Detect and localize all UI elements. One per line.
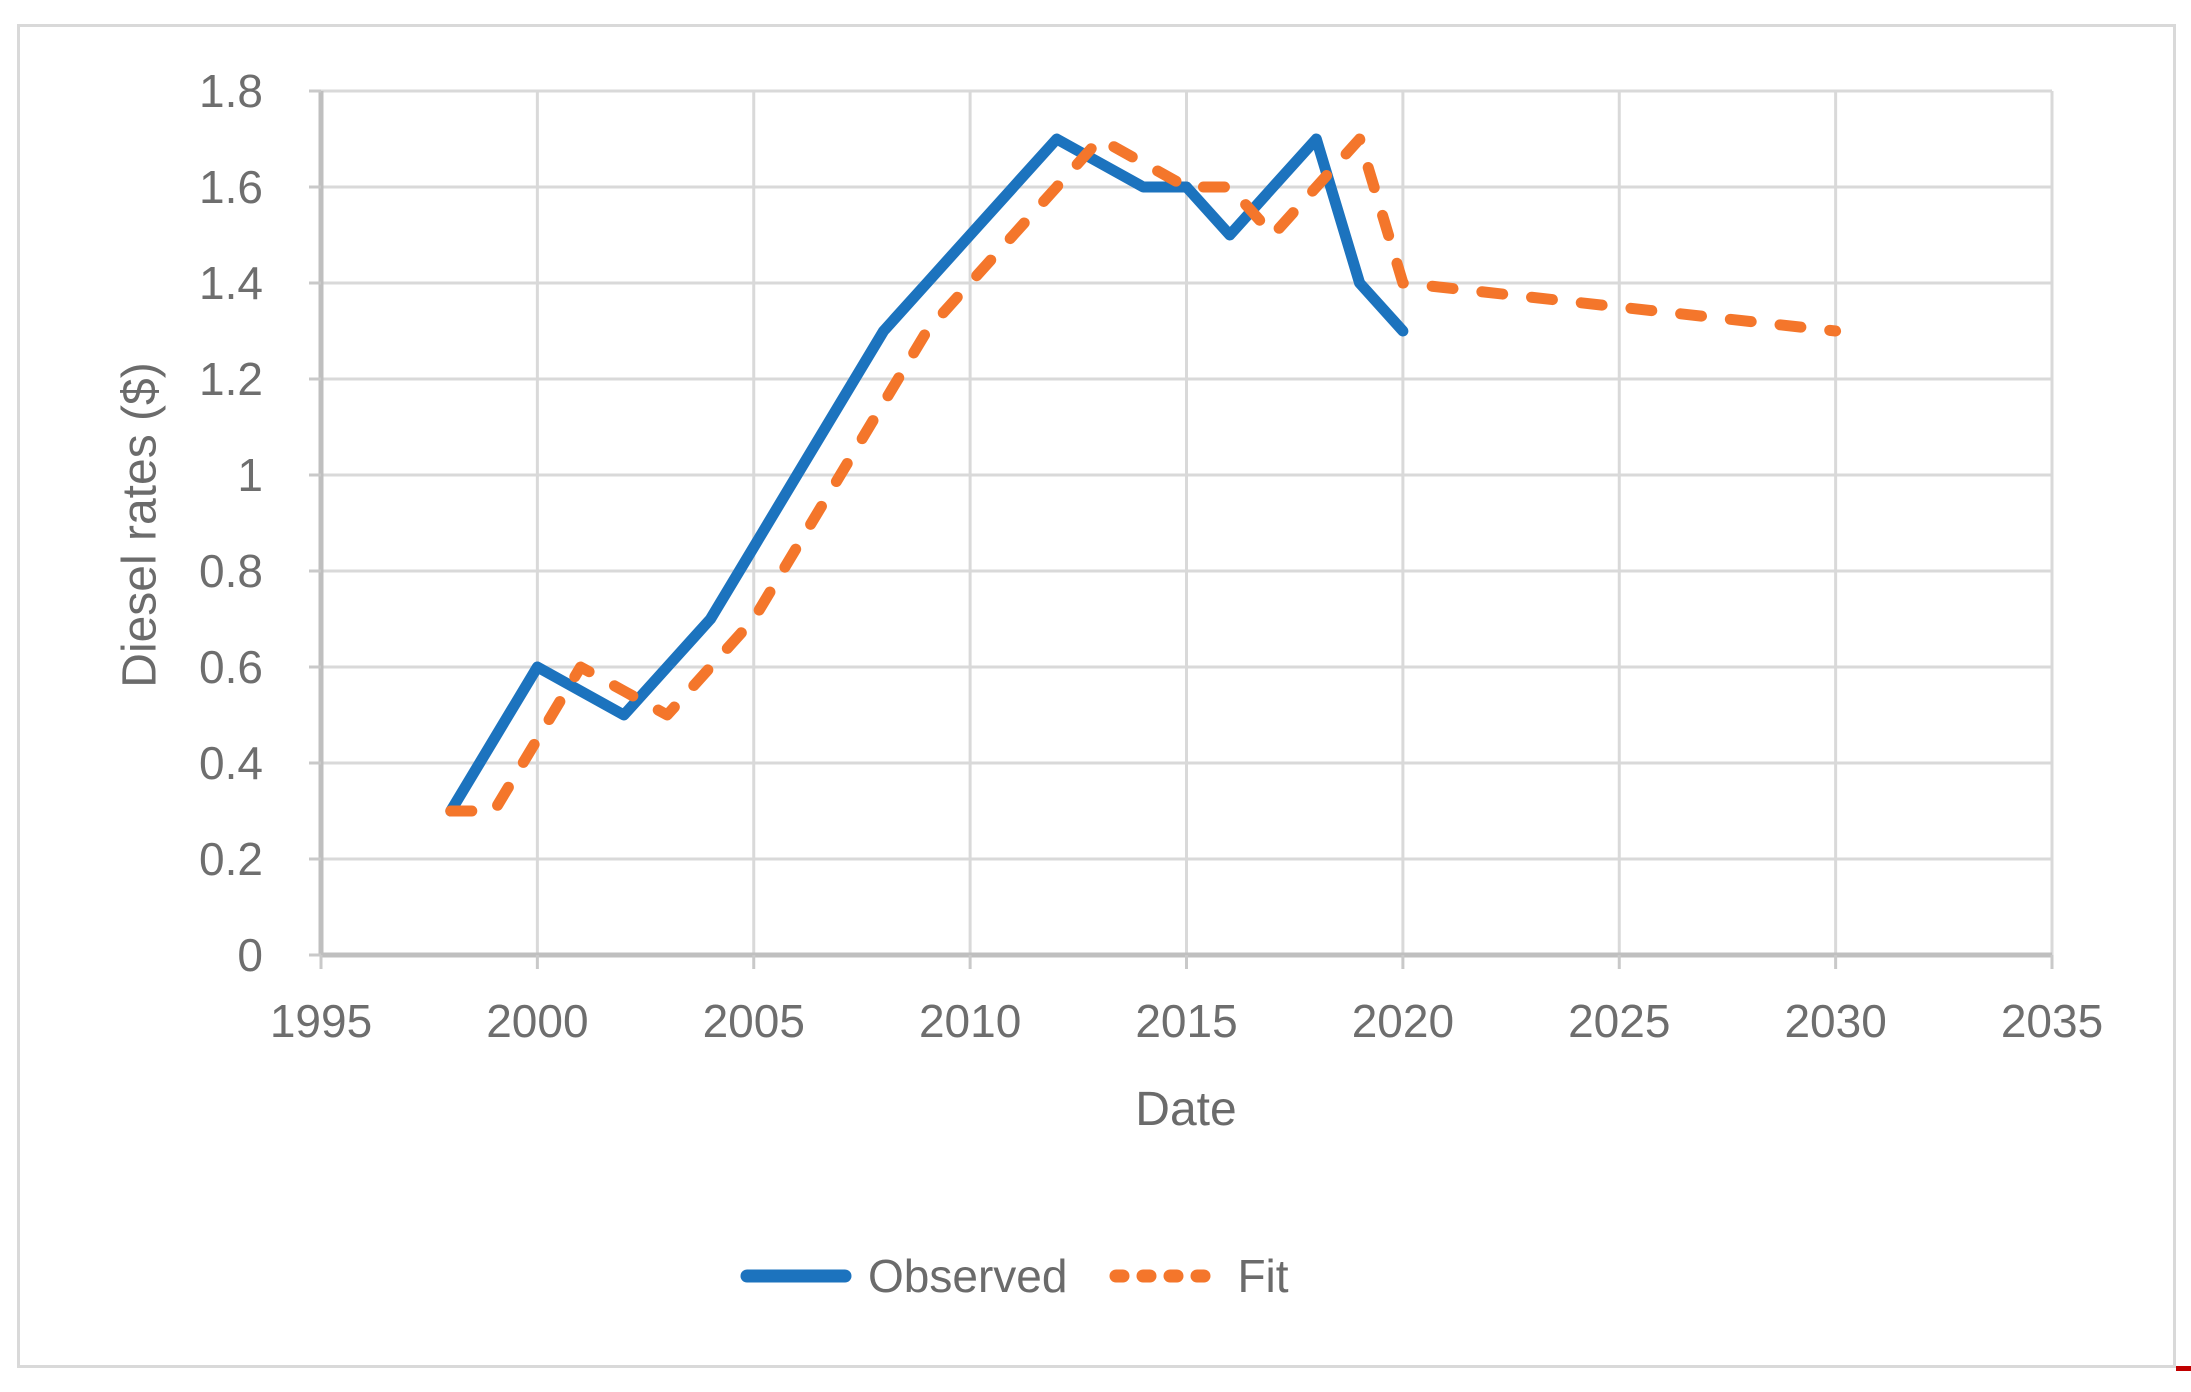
x-tick-label: 2030 xyxy=(1784,995,1887,1047)
legend-label-fit: Fit xyxy=(1237,1250,1289,1302)
legend: Observed Fit xyxy=(740,1246,1289,1306)
red-artifact-mark xyxy=(2176,1366,2191,1371)
legend-item-observed: Observed xyxy=(740,1246,1067,1306)
x-tick-label: 2020 xyxy=(1351,995,1455,1047)
legend-dashed-line-sample xyxy=(1109,1269,1221,1283)
y-tick-label: 0.2 xyxy=(199,833,263,885)
y-tick-label: 0.4 xyxy=(199,737,263,789)
y-axis-title: Diesel rates ($) xyxy=(113,362,167,688)
x-tick-label: 1995 xyxy=(269,995,373,1047)
series-observed-line xyxy=(445,133,1409,817)
legend-solid-line-sample xyxy=(740,1269,852,1283)
y-tick-label: 0.8 xyxy=(199,545,263,597)
legend-label-observed: Observed xyxy=(868,1250,1068,1302)
y-tick-label: 0 xyxy=(237,929,263,981)
y-tick-label: 0.6 xyxy=(199,641,263,693)
x-tick-label: 2015 xyxy=(1135,995,1238,1047)
y-tick-label: 1.6 xyxy=(199,161,263,213)
y-tick-label: 1.4 xyxy=(199,257,263,309)
x-tick-label: 2000 xyxy=(486,995,589,1047)
x-tick-label: 2005 xyxy=(702,995,805,1047)
series-fit-line xyxy=(445,133,1842,817)
y-tick-label: 1.8 xyxy=(199,65,263,117)
x-tick-label: 2025 xyxy=(1568,995,1671,1047)
x-tick-label: 2010 xyxy=(918,995,1022,1047)
y-tick-label: 1 xyxy=(237,449,263,501)
chart-frame xyxy=(17,24,2176,1368)
y-tick-label: 1.2 xyxy=(199,353,263,405)
x-tick-label: 2035 xyxy=(2000,995,2104,1047)
legend-item-fit: Fit xyxy=(1109,1246,1289,1306)
x-axis-title: Date xyxy=(1135,1083,1237,1136)
